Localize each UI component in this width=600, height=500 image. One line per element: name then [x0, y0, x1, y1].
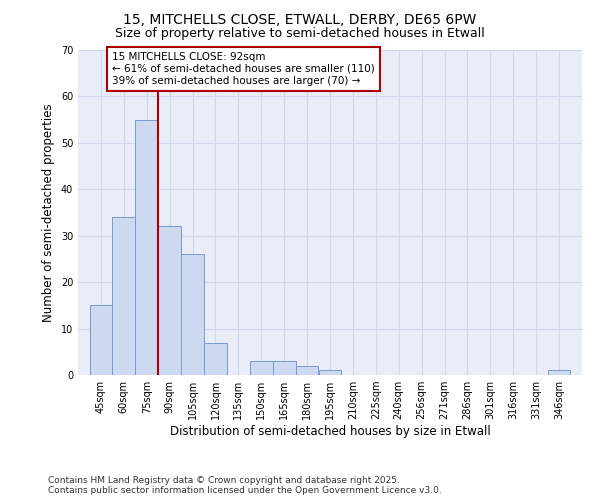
Text: Size of property relative to semi-detached houses in Etwall: Size of property relative to semi-detach… — [115, 28, 485, 40]
X-axis label: Distribution of semi-detached houses by size in Etwall: Distribution of semi-detached houses by … — [170, 425, 490, 438]
Text: 15, MITCHELLS CLOSE, ETWALL, DERBY, DE65 6PW: 15, MITCHELLS CLOSE, ETWALL, DERBY, DE65… — [124, 12, 476, 26]
Bar — [204, 342, 227, 375]
Bar — [319, 370, 341, 375]
Bar — [296, 366, 319, 375]
Bar — [158, 226, 181, 375]
Bar — [548, 370, 571, 375]
Text: 15 MITCHELLS CLOSE: 92sqm
← 61% of semi-detached houses are smaller (110)
39% of: 15 MITCHELLS CLOSE: 92sqm ← 61% of semi-… — [112, 52, 375, 86]
Y-axis label: Number of semi-detached properties: Number of semi-detached properties — [42, 103, 55, 322]
Bar — [112, 217, 135, 375]
Text: Contains HM Land Registry data © Crown copyright and database right 2025.
Contai: Contains HM Land Registry data © Crown c… — [48, 476, 442, 495]
Bar — [273, 361, 296, 375]
Bar — [250, 361, 272, 375]
Bar — [89, 306, 112, 375]
Bar — [181, 254, 204, 375]
Bar — [136, 120, 158, 375]
